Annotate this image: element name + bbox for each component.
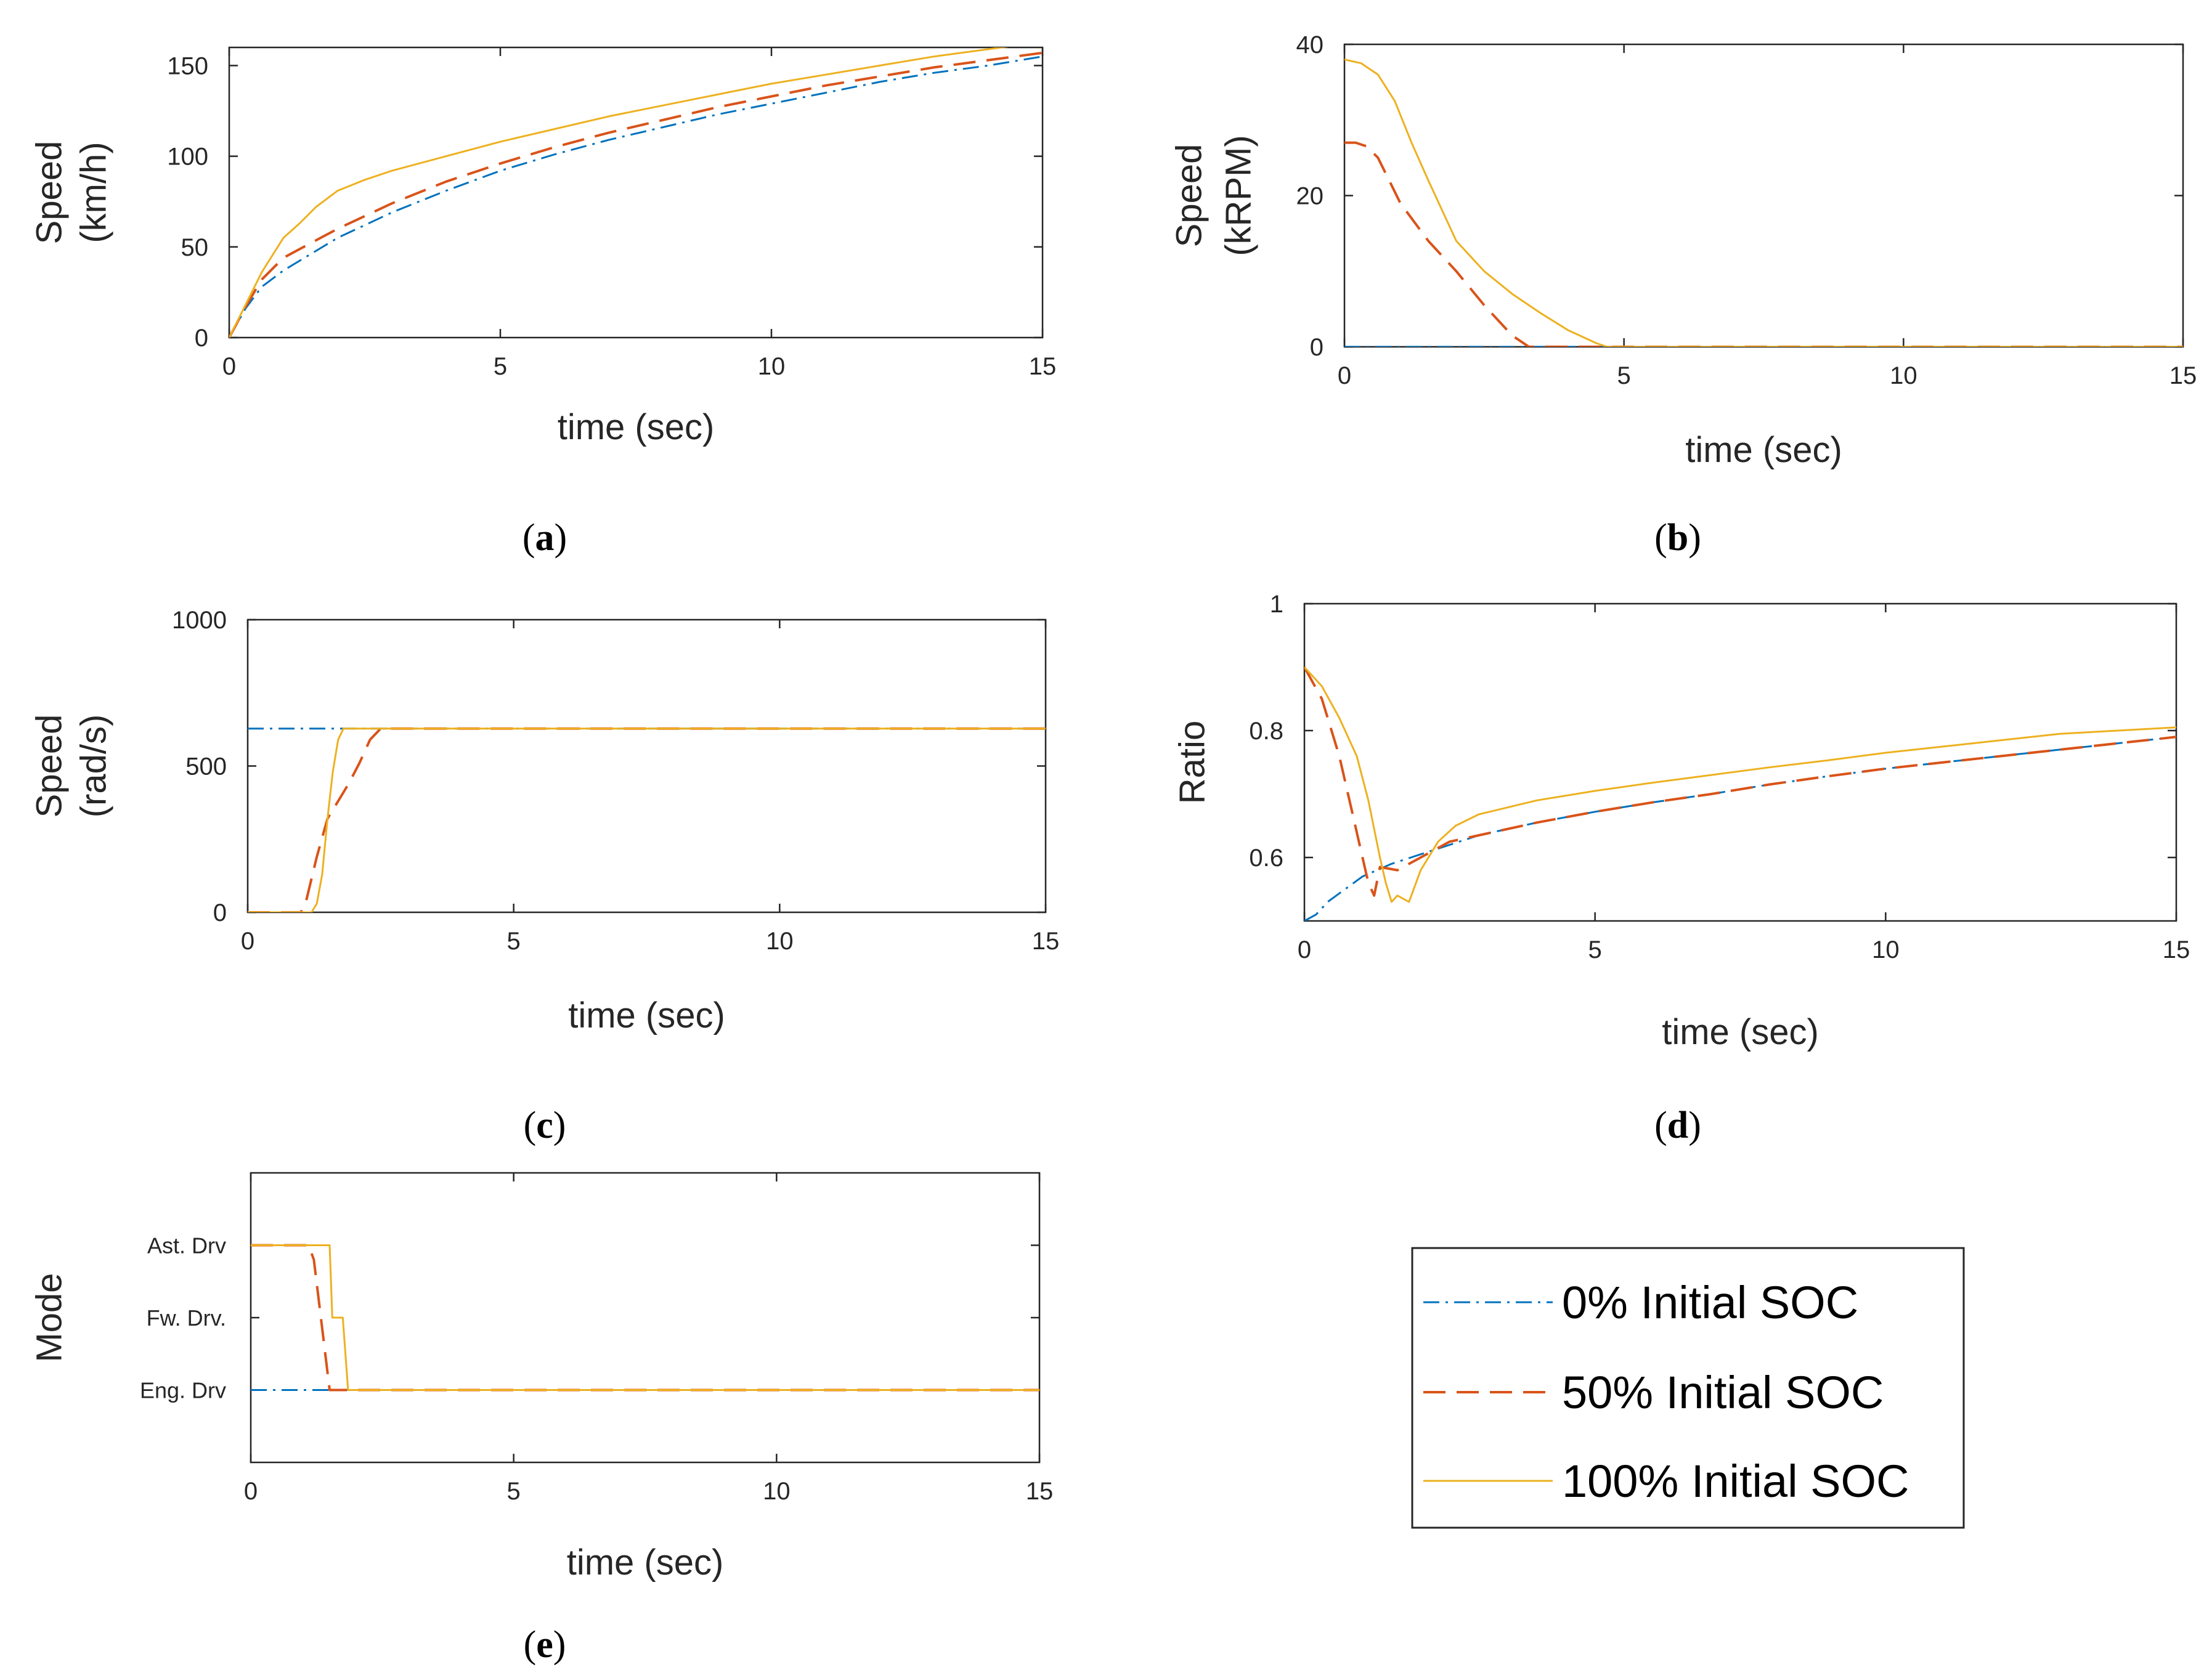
x-tick-label-e: 10 [763, 1478, 791, 1505]
plot-frame-d [1303, 602, 2177, 922]
y-tick-label-d: 0.6 [1249, 845, 1283, 872]
chart-c: 0 5 10 15 0 500 1000 time (sec) Speed (rad/s) [30, 607, 1060, 1036]
y-tick-label-c: 0 [213, 899, 227, 926]
legend: 0% Initial SOC 50% Initial SOC 100% Init… [1411, 1247, 1965, 1529]
y-tick-label-b: 40 [1296, 31, 1324, 59]
y-axis-label-e-0: Mode [30, 1273, 70, 1362]
x-axis-label-b: time (sec) [1685, 430, 1842, 470]
x-tick-label-d: 5 [1588, 936, 1602, 963]
x-tick-label-d: 10 [1872, 936, 1900, 963]
plot-frame-e [250, 1172, 1041, 1464]
y-axis-label-c-0: Speed [30, 715, 70, 818]
series-line-d-0 [1304, 736, 2176, 921]
y-category-label-e: Eng. Drv [140, 1378, 226, 1403]
series-line-d-1 [1304, 667, 2176, 897]
series-line-a-2 [229, 47, 1009, 338]
panel-label-c: (c) [524, 1104, 566, 1146]
chart-e: 0 5 10 15 Eng. Drv Fw. Drv. Ast. Drv time (sec)… [30, 1172, 1054, 1583]
x-tick-label-c: 10 [766, 928, 794, 955]
y-tick-label-d: 1 [1270, 591, 1283, 618]
y-tick-label-b: 0 [1310, 334, 1324, 361]
x-tick-label-b: 0 [1338, 362, 1351, 389]
y-category-label-e: Ast. Drv [147, 1233, 226, 1258]
series-line-b-1 [1344, 141, 2183, 347]
legend-label-0-soc: 0% Initial SOC [1562, 1277, 1858, 1328]
panel-label-b: (b) [1654, 517, 1701, 559]
legend-label-100-soc: 100% Initial SOC [1562, 1456, 1909, 1507]
y-category-label-e: Fw. Drv. [147, 1305, 226, 1331]
chart-d: 0 5 10 15 0.6 0.8 1 time (sec) Ratio [1173, 591, 2190, 1052]
y-tick-label-c: 500 [185, 753, 227, 780]
chart-b: 0 5 10 15 0 20 40 time (sec) Speed (kRPM) [1169, 31, 2197, 470]
y-tick-label-a: 0 [195, 325, 208, 352]
y-axis-label-a-1: (km/h) [74, 142, 114, 243]
y-axis-label-a-0: Speed [30, 141, 70, 245]
x-tick-label-b: 10 [1890, 362, 1917, 389]
series-line-d-2 [1304, 666, 2176, 903]
x-tick-label-c: 5 [507, 928, 521, 955]
y-axis-label-b-0: Speed [1169, 144, 1210, 248]
x-tick-label-a: 0 [222, 353, 236, 380]
plot-frame-c [246, 618, 1047, 914]
series-line-e-2 [251, 1244, 1039, 1391]
legend-label-50-soc: 50% Initial SOC [1562, 1367, 1884, 1418]
x-axis-label-a: time (sec) [558, 407, 715, 447]
panel-label-a: (a) [523, 517, 567, 559]
series-line-c-2 [248, 728, 1046, 912]
series-line-a-0 [229, 55, 1043, 338]
y-axis-label-c-1: (rad/s) [74, 715, 114, 818]
plot-frame-a [228, 46, 1044, 339]
x-axis-label-e: time (sec) [567, 1542, 724, 1583]
y-tick-label-a: 50 [181, 234, 209, 261]
x-axis-label-d: time (sec) [1662, 1012, 1819, 1052]
x-tick-label-a: 10 [758, 353, 786, 380]
x-tick-label-d: 15 [2163, 936, 2190, 963]
series-line-b-2 [1344, 59, 2183, 347]
x-tick-label-a: 15 [1029, 353, 1057, 380]
x-tick-label-c: 0 [241, 928, 254, 955]
y-axis-label-d-0: Ratio [1173, 721, 1213, 804]
x-tick-label-b: 15 [2169, 362, 2197, 389]
x-tick-label-a: 5 [494, 353, 507, 380]
x-tick-label-e: 5 [507, 1478, 521, 1505]
series-line-c-1 [248, 727, 1046, 912]
panel-label-e: (e) [524, 1624, 566, 1666]
y-tick-label-b: 20 [1296, 183, 1324, 210]
panel-label-d: (d) [1654, 1104, 1701, 1146]
x-axis-label-c: time (sec) [568, 995, 725, 1036]
y-tick-label-a: 150 [167, 52, 208, 79]
x-tick-label-c: 15 [1032, 928, 1060, 955]
y-axis-label-b-1: (kRPM) [1219, 135, 1259, 256]
y-tick-label-d: 0.8 [1249, 718, 1283, 745]
x-tick-label-d: 0 [1298, 936, 1311, 963]
y-tick-label-a: 100 [167, 144, 208, 171]
x-tick-label-e: 15 [1026, 1478, 1054, 1505]
y-tick-label-c: 1000 [172, 607, 227, 634]
plot-frame-b [1343, 43, 2184, 348]
x-tick-label-e: 0 [244, 1478, 258, 1505]
x-tick-label-b: 5 [1617, 362, 1631, 389]
